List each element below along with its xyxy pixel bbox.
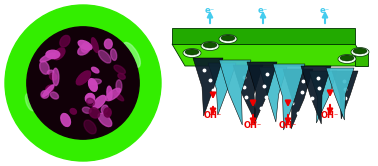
Polygon shape — [247, 62, 277, 124]
Ellipse shape — [40, 61, 49, 74]
Polygon shape — [219, 60, 251, 125]
Ellipse shape — [47, 70, 54, 74]
Ellipse shape — [111, 49, 117, 60]
Ellipse shape — [91, 38, 98, 52]
Polygon shape — [172, 28, 355, 44]
Ellipse shape — [107, 86, 112, 100]
Polygon shape — [332, 71, 358, 119]
Ellipse shape — [98, 113, 112, 127]
Text: OH⁻: OH⁻ — [244, 121, 262, 130]
Ellipse shape — [114, 65, 125, 74]
Ellipse shape — [91, 67, 99, 73]
Text: OH⁻: OH⁻ — [279, 121, 297, 130]
Text: OH⁻: OH⁻ — [321, 111, 339, 120]
Circle shape — [27, 27, 139, 139]
Ellipse shape — [40, 53, 55, 62]
Polygon shape — [283, 69, 313, 129]
Ellipse shape — [101, 105, 108, 113]
Ellipse shape — [338, 54, 356, 64]
Ellipse shape — [219, 35, 237, 43]
Ellipse shape — [41, 91, 49, 98]
Polygon shape — [193, 58, 223, 116]
Ellipse shape — [25, 94, 35, 111]
Polygon shape — [208, 63, 236, 115]
Polygon shape — [259, 67, 287, 122]
Polygon shape — [309, 71, 337, 123]
Ellipse shape — [113, 92, 124, 101]
Ellipse shape — [93, 95, 106, 109]
Ellipse shape — [54, 48, 65, 60]
Text: e⁻: e⁻ — [258, 6, 268, 15]
Ellipse shape — [201, 42, 219, 50]
Ellipse shape — [221, 35, 235, 41]
Ellipse shape — [46, 85, 54, 92]
Ellipse shape — [118, 74, 125, 79]
Ellipse shape — [99, 50, 111, 63]
Ellipse shape — [81, 42, 89, 52]
Ellipse shape — [46, 50, 60, 59]
Ellipse shape — [340, 55, 354, 61]
Ellipse shape — [123, 42, 140, 67]
Ellipse shape — [104, 108, 111, 117]
Ellipse shape — [85, 93, 94, 103]
Ellipse shape — [106, 88, 121, 101]
Polygon shape — [355, 50, 368, 66]
Ellipse shape — [70, 109, 76, 114]
Ellipse shape — [50, 73, 57, 80]
Ellipse shape — [185, 49, 199, 55]
Ellipse shape — [183, 48, 201, 57]
Ellipse shape — [116, 80, 122, 92]
Ellipse shape — [50, 92, 59, 99]
Ellipse shape — [78, 45, 90, 55]
Ellipse shape — [84, 120, 96, 134]
Polygon shape — [326, 68, 354, 120]
Ellipse shape — [43, 85, 54, 97]
Ellipse shape — [60, 35, 70, 47]
Ellipse shape — [89, 79, 101, 84]
Text: OH⁻: OH⁻ — [204, 111, 222, 120]
Ellipse shape — [53, 68, 59, 86]
Ellipse shape — [104, 39, 112, 49]
Circle shape — [5, 5, 161, 161]
Ellipse shape — [203, 42, 217, 48]
Ellipse shape — [76, 71, 91, 85]
Text: e⁻: e⁻ — [320, 6, 330, 15]
Ellipse shape — [353, 48, 367, 54]
Ellipse shape — [61, 114, 70, 126]
Ellipse shape — [78, 41, 92, 50]
Polygon shape — [233, 65, 263, 123]
Ellipse shape — [87, 98, 94, 106]
Ellipse shape — [351, 47, 369, 56]
Ellipse shape — [89, 108, 100, 118]
Polygon shape — [172, 44, 368, 66]
Polygon shape — [273, 64, 305, 130]
Ellipse shape — [88, 79, 97, 91]
Text: e⁻: e⁻ — [205, 6, 215, 15]
Polygon shape — [301, 66, 331, 124]
Ellipse shape — [82, 107, 91, 113]
